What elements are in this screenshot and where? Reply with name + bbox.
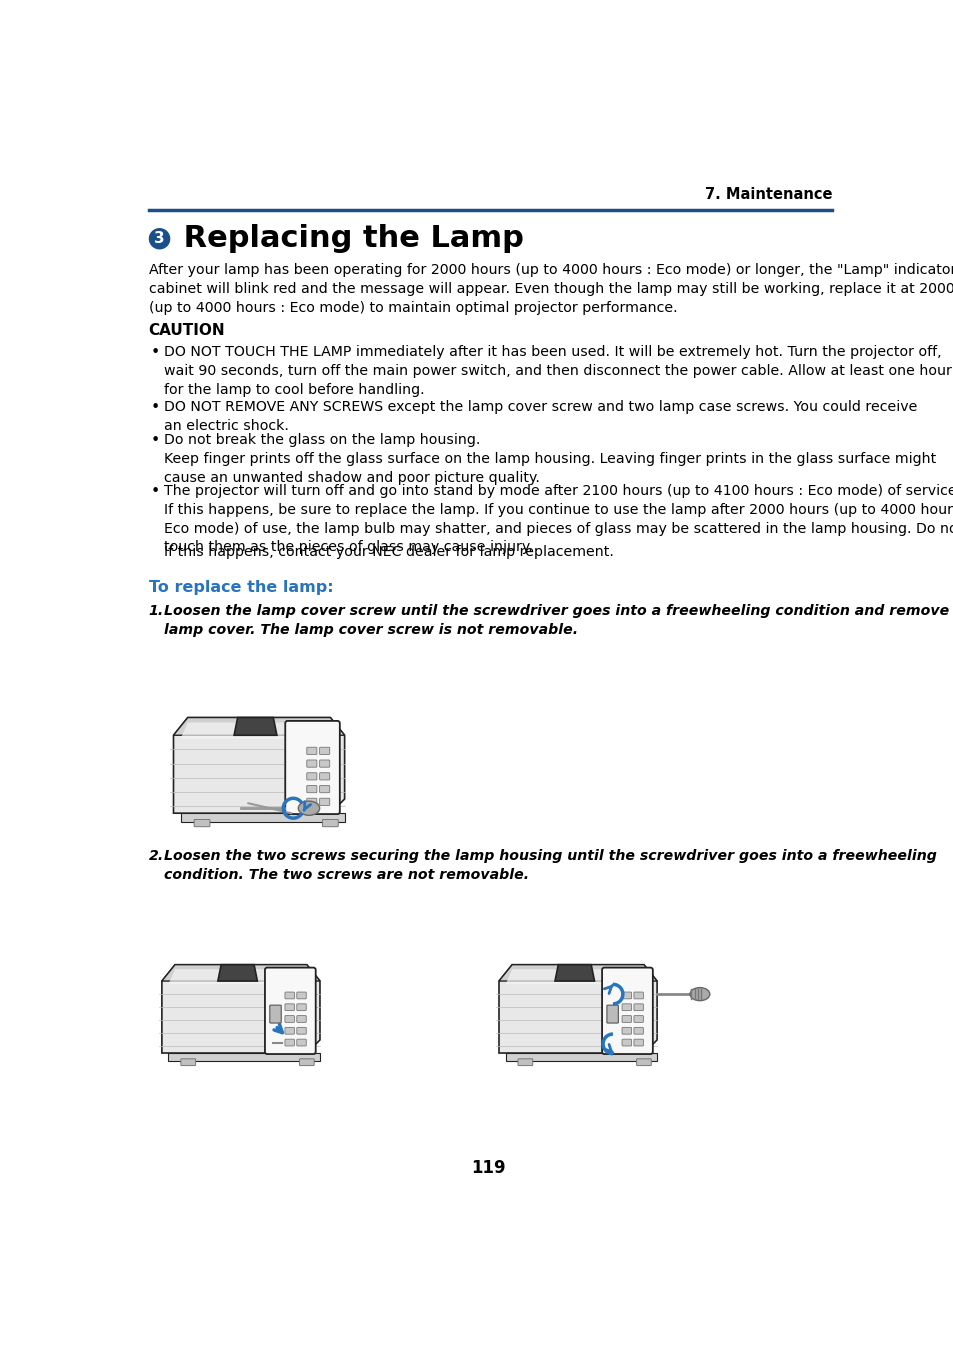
FancyBboxPatch shape xyxy=(621,1027,631,1034)
Text: To replace the lamp:: To replace the lamp: xyxy=(149,580,333,594)
Text: 1.: 1. xyxy=(149,604,164,617)
Text: Replacing the Lamp: Replacing the Lamp xyxy=(173,224,524,253)
FancyBboxPatch shape xyxy=(517,1058,532,1065)
Text: CAUTION: CAUTION xyxy=(149,324,225,338)
FancyBboxPatch shape xyxy=(193,820,210,826)
Polygon shape xyxy=(180,723,323,739)
FancyBboxPatch shape xyxy=(621,992,631,999)
Polygon shape xyxy=(217,965,257,981)
FancyBboxPatch shape xyxy=(319,786,330,793)
FancyBboxPatch shape xyxy=(621,1015,631,1022)
FancyBboxPatch shape xyxy=(319,747,330,755)
Text: After your lamp has been operating for 2000 hours (up to 4000 hours : Eco mode) : After your lamp has been operating for 2… xyxy=(149,263,953,315)
Text: Loosen the lamp cover screw until the screwdriver goes into a freewheeling condi: Loosen the lamp cover screw until the sc… xyxy=(164,604,953,636)
FancyBboxPatch shape xyxy=(285,1004,294,1011)
FancyBboxPatch shape xyxy=(296,992,306,999)
Text: 119: 119 xyxy=(471,1159,506,1177)
FancyBboxPatch shape xyxy=(606,1006,618,1023)
Text: 7. Maintenance: 7. Maintenance xyxy=(704,187,831,202)
FancyBboxPatch shape xyxy=(636,1058,651,1065)
FancyBboxPatch shape xyxy=(621,1039,631,1046)
FancyBboxPatch shape xyxy=(322,820,338,826)
FancyBboxPatch shape xyxy=(270,1006,281,1023)
Text: If this happens, contact your NEC dealer for lamp replacement.: If this happens, contact your NEC dealer… xyxy=(164,545,614,559)
FancyBboxPatch shape xyxy=(307,772,316,780)
FancyBboxPatch shape xyxy=(285,992,294,999)
FancyBboxPatch shape xyxy=(285,1015,294,1022)
FancyBboxPatch shape xyxy=(633,992,642,999)
Polygon shape xyxy=(180,813,344,822)
FancyBboxPatch shape xyxy=(299,1058,314,1065)
FancyBboxPatch shape xyxy=(621,1004,631,1011)
Text: DO NOT TOUCH THE LAMP immediately after it has been used. It will be extremely h: DO NOT TOUCH THE LAMP immediately after … xyxy=(164,345,951,396)
FancyBboxPatch shape xyxy=(633,1004,642,1011)
Polygon shape xyxy=(498,965,657,1053)
Ellipse shape xyxy=(689,988,709,1000)
Polygon shape xyxy=(505,1053,657,1061)
Text: 3: 3 xyxy=(154,232,165,247)
FancyBboxPatch shape xyxy=(285,721,339,814)
FancyBboxPatch shape xyxy=(319,772,330,780)
Polygon shape xyxy=(169,969,300,984)
FancyBboxPatch shape xyxy=(265,968,315,1054)
Text: DO NOT REMOVE ANY SCREWS except the lamp cover screw and two lamp case screws. Y: DO NOT REMOVE ANY SCREWS except the lamp… xyxy=(164,400,917,434)
Text: The projector will turn off and go into stand by mode after 2100 hours (up to 41: The projector will turn off and go into … xyxy=(164,484,953,554)
FancyBboxPatch shape xyxy=(633,1027,642,1034)
FancyBboxPatch shape xyxy=(307,798,316,806)
Text: Loosen the two screws securing the lamp housing until the screwdriver goes into : Loosen the two screws securing the lamp … xyxy=(164,849,936,882)
Polygon shape xyxy=(173,717,344,813)
Text: •: • xyxy=(151,345,159,360)
FancyBboxPatch shape xyxy=(296,1027,306,1034)
FancyBboxPatch shape xyxy=(307,760,316,767)
Polygon shape xyxy=(162,965,319,981)
Text: •: • xyxy=(151,400,159,415)
FancyBboxPatch shape xyxy=(307,747,316,755)
Text: Do not break the glass on the lamp housing.
Keep finger prints off the glass sur: Do not break the glass on the lamp housi… xyxy=(164,433,936,485)
FancyBboxPatch shape xyxy=(296,1015,306,1022)
FancyBboxPatch shape xyxy=(319,798,330,806)
FancyBboxPatch shape xyxy=(285,1039,294,1046)
Ellipse shape xyxy=(298,801,319,816)
FancyBboxPatch shape xyxy=(601,968,652,1054)
Polygon shape xyxy=(169,1053,319,1061)
Polygon shape xyxy=(173,717,344,735)
Text: 2.: 2. xyxy=(149,849,164,863)
Polygon shape xyxy=(233,717,276,735)
FancyBboxPatch shape xyxy=(285,1027,294,1034)
Polygon shape xyxy=(505,969,637,984)
Polygon shape xyxy=(498,965,657,981)
Text: •: • xyxy=(151,484,159,499)
FancyBboxPatch shape xyxy=(296,1004,306,1011)
FancyBboxPatch shape xyxy=(296,1039,306,1046)
FancyBboxPatch shape xyxy=(307,786,316,793)
FancyBboxPatch shape xyxy=(319,760,330,767)
Polygon shape xyxy=(162,965,319,1053)
Circle shape xyxy=(150,229,170,249)
FancyBboxPatch shape xyxy=(633,1015,642,1022)
Polygon shape xyxy=(555,965,594,981)
Text: •: • xyxy=(151,433,159,448)
FancyBboxPatch shape xyxy=(181,1058,195,1065)
FancyBboxPatch shape xyxy=(633,1039,642,1046)
